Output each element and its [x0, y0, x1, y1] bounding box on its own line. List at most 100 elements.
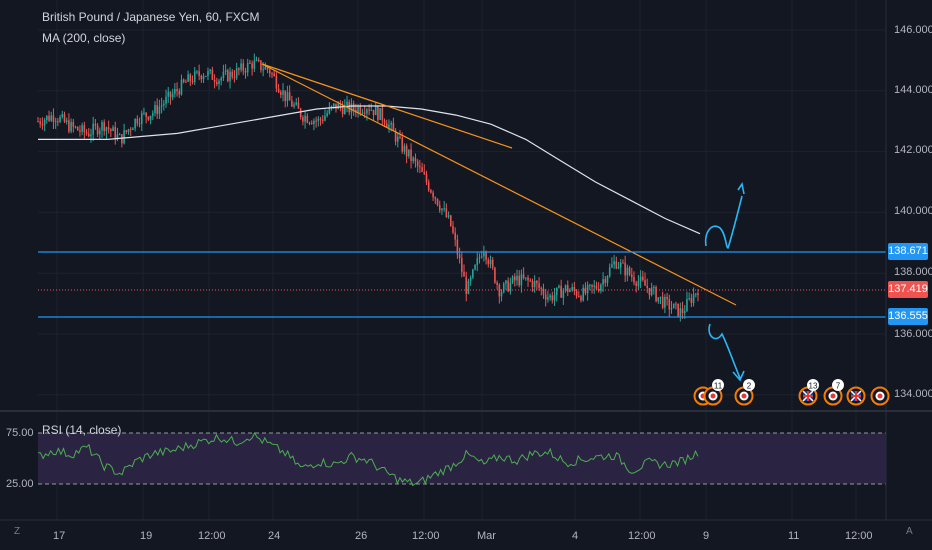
candle [500, 289, 503, 302]
candle [52, 108, 55, 130]
candle [624, 255, 626, 283]
candle [46, 115, 48, 124]
candle [416, 159, 419, 173]
candle [489, 255, 492, 269]
candle [630, 267, 633, 282]
time-tick: 19 [140, 530, 153, 542]
trendline-short [261, 63, 513, 149]
candle [123, 123, 125, 145]
candle [238, 67, 240, 76]
candle [522, 267, 525, 280]
candle [315, 116, 317, 128]
bullish-scenario-drawing[interactable] [704, 181, 745, 249]
candle [686, 291, 688, 312]
event-icon[interactable]: 2 [734, 379, 756, 406]
candle [129, 127, 132, 136]
candle [366, 107, 368, 121]
candle [608, 263, 611, 278]
candle [606, 275, 609, 287]
candle [454, 227, 456, 247]
candle [633, 271, 635, 286]
candle [288, 85, 291, 101]
candle [209, 68, 211, 75]
symbol-legend[interactable]: British Pound / Japanese Yen, 60, FXCM [42, 10, 260, 24]
candle [92, 116, 94, 142]
candle [145, 112, 147, 124]
candle [87, 128, 90, 138]
candle [253, 53, 256, 72]
candle [59, 114, 61, 124]
time-tick: Mar [477, 530, 496, 542]
bearish-scenario-drawing[interactable] [708, 323, 745, 382]
candle [412, 156, 415, 164]
candle [423, 164, 426, 175]
candle [626, 264, 629, 282]
candle [255, 56, 258, 62]
candle [167, 86, 170, 103]
candle [677, 303, 679, 318]
uk-flag-event-icon[interactable]: 13 [798, 379, 820, 406]
candle [540, 286, 543, 296]
candle [132, 127, 134, 130]
auto-scale-button[interactable]: A [906, 526, 913, 537]
candle [112, 125, 114, 132]
candle [196, 70, 198, 75]
rsi-legend[interactable]: RSI (14, close) [42, 423, 122, 437]
candle [646, 278, 649, 294]
economic-events[interactable]: 11 2 13 7 [693, 379, 890, 406]
time-tick: 12:00 [412, 530, 440, 542]
candle [79, 125, 81, 137]
candle [220, 76, 223, 86]
candle [520, 269, 523, 293]
trendline-long [261, 63, 737, 306]
candle [485, 250, 487, 265]
candle [286, 85, 289, 107]
event-icon[interactable] [870, 386, 890, 406]
candle [388, 119, 390, 133]
candle [536, 279, 538, 290]
candle [589, 283, 591, 291]
event-icon[interactable]: 11 [703, 379, 725, 406]
candle [498, 283, 501, 304]
last-price-tag[interactable]: 137.419 [888, 281, 928, 298]
candle [282, 83, 284, 102]
lower-level-tag[interactable]: 136.555 [888, 308, 928, 325]
rsi-tick: 75.00 [6, 427, 34, 439]
candle [215, 77, 218, 87]
candle [456, 234, 459, 259]
candle [81, 122, 83, 136]
candle [233, 70, 236, 83]
candle [476, 252, 479, 272]
candle [370, 103, 373, 112]
candle [613, 255, 615, 269]
candle [463, 264, 465, 277]
event-count: 2 [747, 382, 752, 391]
candle [558, 284, 560, 289]
candle [348, 99, 351, 116]
candle [564, 284, 567, 293]
event-icon[interactable]: 7 [823, 379, 845, 406]
candle [218, 78, 220, 90]
candle [642, 270, 644, 282]
candle [474, 264, 476, 271]
candle [306, 113, 309, 124]
upper-level-tag[interactable]: 138.671 [888, 243, 928, 260]
rsi-band [38, 433, 886, 484]
ma-legend[interactable]: MA (200, close) [42, 31, 126, 45]
candle [487, 257, 490, 268]
candle [553, 287, 556, 307]
candle [639, 270, 642, 289]
event-count: 13 [809, 382, 818, 391]
candle [573, 281, 576, 296]
rsi-line [37, 431, 699, 487]
auto-scale-left-button[interactable]: Z [14, 526, 21, 537]
candle [421, 162, 423, 173]
candle [244, 67, 247, 79]
candle [174, 83, 176, 98]
candle [379, 108, 381, 121]
candle [361, 108, 364, 115]
uk-flag-event-icon[interactable] [846, 386, 866, 406]
candle [339, 100, 342, 112]
candle [604, 275, 607, 287]
